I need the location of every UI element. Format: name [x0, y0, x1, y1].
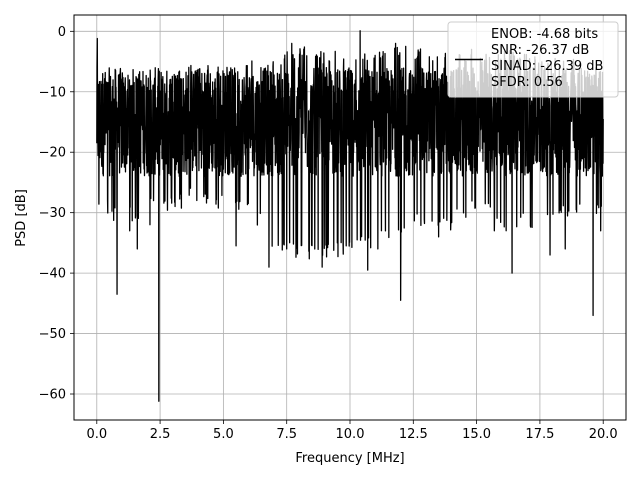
y-tick-label: −10 — [39, 85, 66, 100]
legend-entry: ENOB: -4.68 bits — [491, 27, 598, 42]
legend-entry: SNR: -26.37 dB — [491, 43, 589, 58]
x-tick-label: 7.5 — [276, 427, 297, 442]
y-tick-label: −30 — [39, 206, 66, 221]
y-tick-label: −20 — [39, 146, 66, 161]
legend-entry: SINAD: -26.39 dB — [491, 59, 603, 74]
x-tick-label: 10.0 — [336, 427, 365, 442]
x-tick-label: 5.0 — [213, 427, 234, 442]
x-tick-label: 0.0 — [86, 427, 107, 442]
legend-entry: SFDR: 0.56 — [491, 75, 563, 90]
y-axis-label: PSD [dB] — [14, 189, 29, 247]
y-axis-ticks: 0 −10 −20 −30 −40 −50 −60 — [39, 25, 74, 403]
x-axis-label: Frequency [MHz] — [295, 451, 404, 466]
y-tick-label: 0 — [58, 25, 66, 40]
y-tick-label: −60 — [39, 388, 66, 403]
x-tick-label: 17.5 — [525, 427, 554, 442]
x-axis-ticks: 0.0 2.5 5.0 7.5 10.0 12.5 15.0 17.5 20.0 — [86, 420, 618, 442]
x-tick-label: 2.5 — [150, 427, 171, 442]
legend-box — [447, 21, 619, 98]
y-tick-label: −40 — [39, 267, 66, 282]
x-tick-label: 20.0 — [589, 427, 618, 442]
x-tick-label: 12.5 — [399, 427, 428, 442]
y-tick-label: −50 — [39, 327, 66, 342]
x-tick-label: 15.0 — [462, 427, 491, 442]
